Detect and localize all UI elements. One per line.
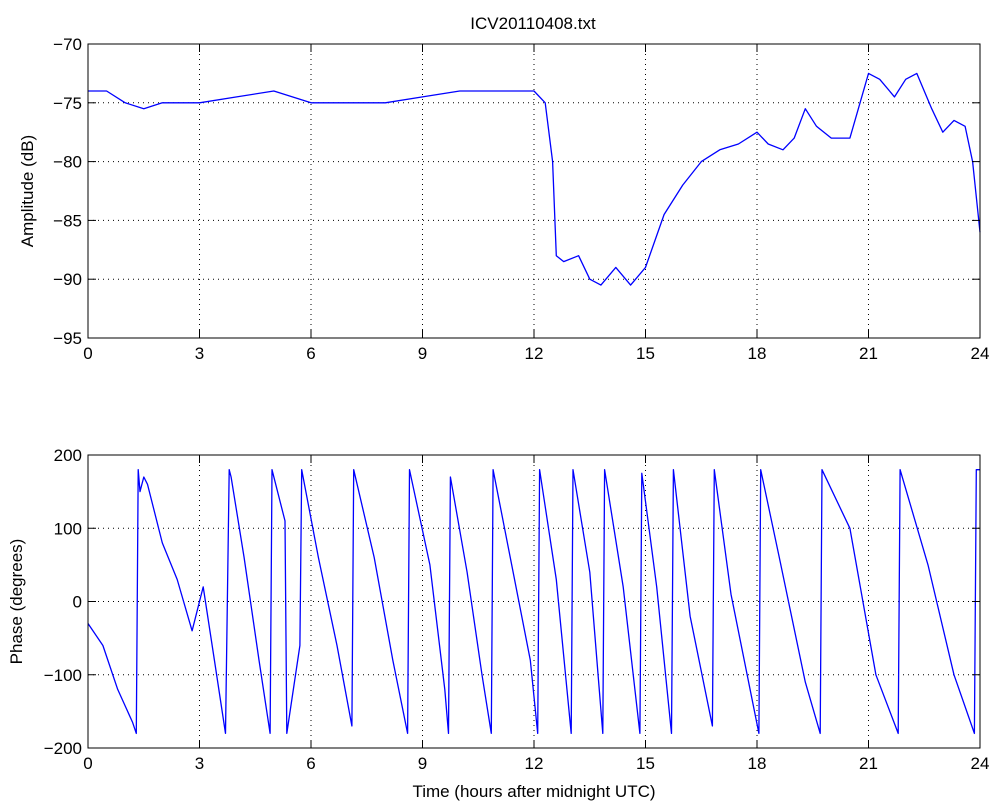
phase-x-tick-label: 3 [195,754,204,773]
phase-y-tick-label: 0 [73,593,82,612]
amplitude-x-tick-label: 12 [525,344,544,363]
phase-x-tick-label: 24 [971,754,990,773]
phase-panel: 0 3 6 9 12 15 18 21 24 −200 −100 0 100 200 Phase (degr… [7,446,989,801]
amplitude-y-axis-label: Amplitude (dB) [18,135,37,247]
amplitude-x-tick-label: 0 [83,344,92,363]
amplitude-x-tick-label: 6 [306,344,315,363]
amplitude-x-tick-label: 9 [418,344,427,363]
phase-y-tick-label: 200 [54,446,82,465]
phase-series-line [87,469,980,735]
amplitude-series-line [88,72,981,286]
amplitude-x-tick-label: 24 [971,344,990,363]
amplitude-y-tick-label: −90 [53,270,82,289]
amplitude-y-tick-label: −70 [53,35,82,54]
phase-x-tick-label: 18 [748,754,767,773]
figure-title: ICV20110408.txt [470,14,596,33]
phase-x-tick-label: 12 [525,754,544,773]
amplitude-y-tick-label: −80 [53,153,82,172]
phase-x-tick-label: 21 [859,754,878,773]
phase-y-tick-label: 100 [54,519,82,538]
phase-x-axis-label: Time (hours after midnight UTC) [412,782,655,801]
amplitude-x-tick-label: 3 [195,344,204,363]
phase-x-tick-label: 0 [83,754,92,773]
amplitude-y-tick-label: −95 [53,329,82,348]
phase-x-tick-label: 9 [418,754,427,773]
phase-x-tick-label: 6 [306,754,315,773]
phase-y-axis-label: Phase (degrees) [7,539,26,665]
phase-x-tick-label: 15 [636,754,655,773]
amplitude-plot-area [88,44,980,338]
phase-y-tick-label: −200 [44,739,82,758]
amplitude-y-tick-label: −85 [53,211,82,230]
amplitude-x-tick-label: 15 [636,344,655,363]
amplitude-y-tick-label: −75 [53,94,82,113]
phase-y-tick-label: −100 [44,666,82,685]
amplitude-x-tick-label: 21 [859,344,878,363]
amplitude-x-tick-label: 18 [748,344,767,363]
amplitude-panel: 0 3 6 9 12 15 18 21 24 −95 −90 −85 −80 −75 −70 Amplitud… [18,35,989,363]
